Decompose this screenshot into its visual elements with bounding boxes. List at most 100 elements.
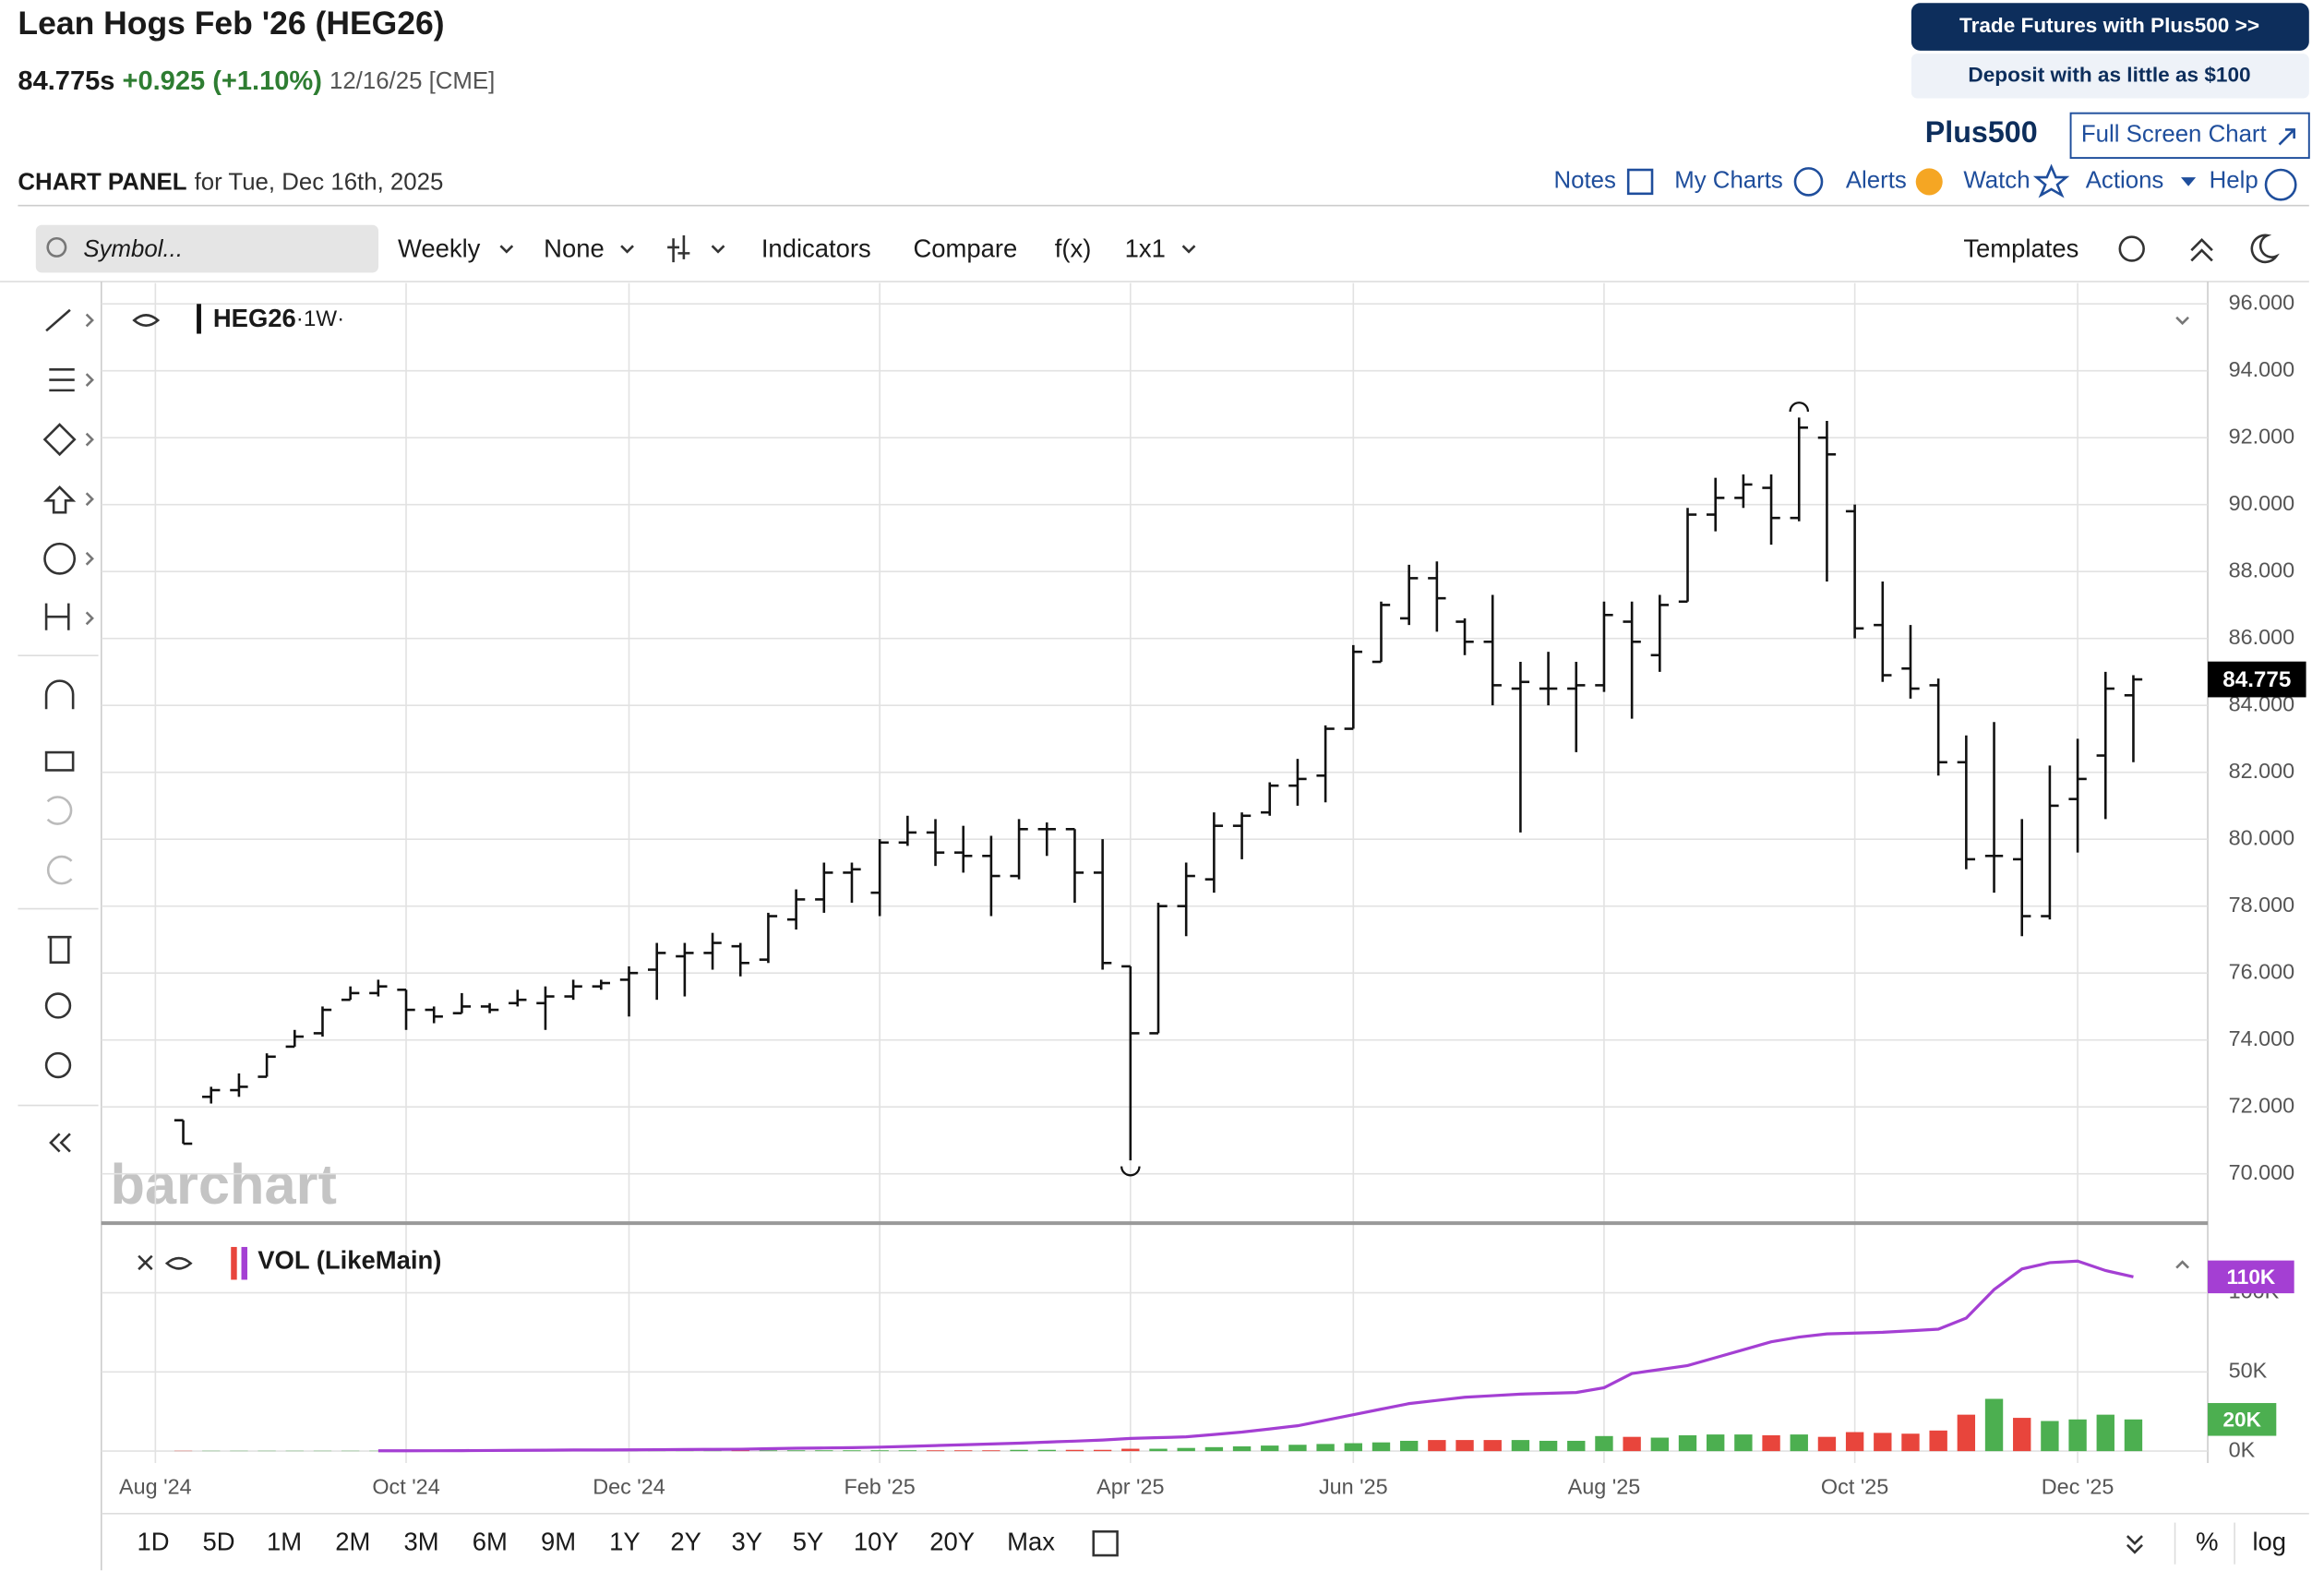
trade-text[interactable]: Trade Futures with Plus500 >> [1959,14,2259,37]
nav-item[interactable]: Help [2210,168,2258,194]
range-button[interactable]: 5Y [793,1527,824,1555]
zoom-in-tool[interactable] [44,992,72,1019]
ohlc-bar [1037,822,1056,857]
ohlc-bar [1316,725,1335,803]
range-collapse[interactable] [2126,1535,2143,1554]
interval-select[interactable]: Weekly [398,234,481,262]
dropdown-carets[interactable] [499,245,1196,254]
range-button[interactable]: 3Y [732,1527,763,1555]
deposit-text[interactable]: Deposit with as little as $100 [1968,63,2250,86]
tool-expanders[interactable] [85,313,94,626]
settings-icon[interactable] [2118,235,2145,262]
ohlc-bar [1929,678,1947,776]
watch-icon[interactable] [2032,163,2070,198]
range-button[interactable]: 10Y [854,1527,899,1555]
overlay-select[interactable]: None [544,234,605,262]
arrow-tool[interactable] [42,485,77,514]
search-placeholder[interactable]: Symbol... [83,236,183,262]
range-button[interactable]: 1D [138,1527,170,1555]
ohlc-bar [341,986,360,1001]
y-tick-label: 72.000 [2229,1093,2295,1117]
dark-mode-icon[interactable] [2250,234,2280,264]
delete-tool[interactable] [47,935,72,964]
visibility-icon[interactable] [132,314,161,327]
volume-bar [1010,1449,1028,1452]
fx-button[interactable]: f(x) [1055,234,1092,262]
ohlc-bar [2041,765,2059,920]
marker-tool[interactable] [43,542,77,575]
plus500-logo[interactable]: Plus500 [1925,115,2038,149]
line-tool[interactable] [45,308,71,332]
collapse-sidebar[interactable] [49,1133,71,1153]
calendar-icon[interactable] [1092,1529,1119,1557]
panel-date: for Tue, Dec 16th, 2025 [195,169,444,195]
volume-bar [2096,1414,2114,1452]
measure-tool[interactable] [44,603,70,630]
nav-item[interactable]: Alerts [1846,168,1907,194]
volume-bar [1790,1434,1808,1452]
ohlc-bar [1399,564,1419,626]
nav-item[interactable]: Actions [2086,168,2164,194]
ohlc-bar [509,989,527,1007]
range-button[interactable]: 2Y [670,1527,701,1555]
volume-bar [1204,1446,1224,1452]
redo-tool[interactable] [46,855,73,885]
fullscreen-text[interactable]: Full Screen Chart [2081,122,2267,148]
range-button[interactable]: 2M [335,1527,370,1555]
fib-tool[interactable] [49,367,75,392]
volume-bar [1372,1442,1391,1452]
log-toggle[interactable]: log [2252,1527,2286,1555]
y-tick-label: 74.000 [2229,1026,2295,1050]
oi-tag-label: 110K [2226,1265,2275,1289]
range-button[interactable]: 1Y [609,1527,641,1555]
fullscreen-icon[interactable] [2278,128,2295,146]
x-tick-label: Jun '25 [1319,1475,1388,1499]
legend-collapse[interactable] [2175,316,2189,326]
help-icon[interactable] [2264,168,2297,201]
zoom-out-tool[interactable] [44,1051,72,1079]
nav-item[interactable]: Watch [1963,168,2030,194]
close-study[interactable] [138,1254,153,1271]
study-collapse[interactable] [2175,1260,2189,1269]
study-legend: VOL (LikeMain) [258,1245,441,1274]
compare-button[interactable]: Compare [913,234,1017,262]
ohlc-bar [1288,759,1307,806]
range-button[interactable]: 6M [473,1527,508,1555]
ohlc-bar [536,986,555,1030]
trade-button[interactable] [1911,3,2309,51]
percent-toggle[interactable]: % [2196,1527,2218,1555]
shape-tool[interactable] [42,423,77,457]
alerts-icon[interactable] [1915,168,1943,196]
range-button[interactable]: 20Y [929,1527,975,1555]
nav-item[interactable]: My Charts [1674,168,1783,194]
symbol-search[interactable] [35,224,379,273]
volume-bar [1261,1445,1279,1452]
deposit-box[interactable] [1911,54,2309,99]
collapse-icon[interactable] [2190,238,2213,262]
fullscreen-button[interactable] [2069,112,2310,160]
study-visibility[interactable] [164,1256,193,1270]
volume-bar [786,1450,806,1452]
undo-tool[interactable] [46,796,73,825]
y-tick-label: 78.000 [2229,893,2295,917]
lock-tool[interactable] [44,750,75,772]
range-button[interactable]: 3M [403,1527,438,1555]
panel-label: CHART PANEL [18,169,186,195]
actions-caret[interactable] [2181,177,2197,186]
range-button[interactable]: 1M [267,1527,302,1555]
range-button[interactable]: 9M [541,1527,576,1555]
layout-select[interactable]: 1x1 [1125,234,1166,262]
low-marker [1120,1166,1141,1177]
indicators-button[interactable]: Indicators [761,234,871,262]
notes-icon[interactable] [1626,168,1654,196]
templates-button[interactable]: Templates [1963,234,2078,262]
range-button[interactable]: Max [1007,1527,1055,1555]
volume-bar [1678,1434,1697,1452]
magnet-tool[interactable] [44,679,75,710]
ohlc-bar [1984,722,2004,893]
ohlc-bar [759,912,778,964]
nav-item[interactable]: Notes [1553,168,1615,194]
mycharts-icon[interactable] [1793,167,1824,197]
chart-type-icon[interactable] [667,235,690,263]
range-button[interactable]: 5D [203,1527,235,1555]
